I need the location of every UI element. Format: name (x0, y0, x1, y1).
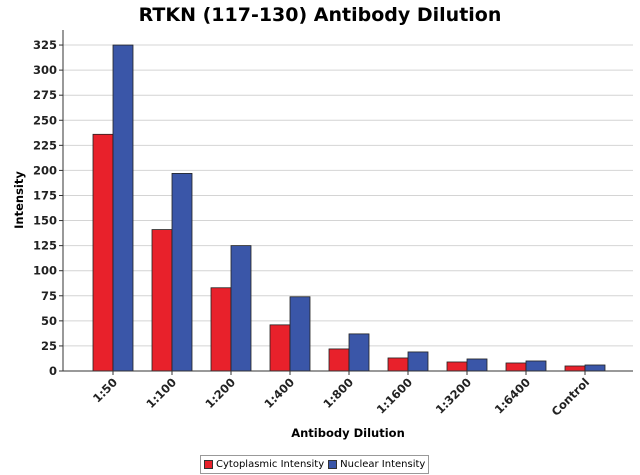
legend-item-cytoplasmic: Cytoplasmic Intensity (204, 459, 324, 470)
y-tick-label-275: 275 (33, 88, 57, 102)
bar-nuclear-intensity-1-400 (289, 296, 311, 372)
x-tick-label-1-100: 1:100 (143, 375, 179, 411)
x-tick-label-1-200: 1:200 (202, 375, 238, 411)
y-tick-label-125: 125 (33, 239, 57, 253)
y-tick-label-175: 175 (33, 188, 57, 202)
x-tick-label-1-50: 1:50 (90, 375, 120, 405)
bar-nuclear-intensity-1-6400 (525, 360, 547, 372)
legend-swatch-cytoplasmic (204, 460, 213, 469)
bar-cytoplasmic-intensity-1-3200 (446, 361, 468, 372)
bar-cytoplasmic-intensity-1-50 (92, 133, 114, 372)
bar-nuclear-intensity-1-50 (112, 44, 134, 372)
x-tick-label-control: Control (549, 375, 593, 419)
gridlines (63, 44, 633, 347)
bar-cytoplasmic-intensity-1-100 (151, 229, 173, 372)
bar-nuclear-intensity-1-800 (348, 333, 370, 372)
y-tick-label-25: 25 (41, 339, 57, 353)
legend-label-cytoplasmic: Cytoplasmic Intensity (216, 459, 325, 470)
y-tick-label-100: 100 (33, 264, 57, 278)
bar-cytoplasmic-intensity-1-1600 (387, 357, 409, 372)
bar-cytoplasmic-intensity-control (564, 365, 586, 372)
chart-title: RTKN (117-130) Antibody Dilution (138, 4, 502, 26)
y-tick-label-50: 50 (41, 314, 57, 328)
y-tick-label-250: 250 (33, 113, 57, 127)
y-tick-label-150: 150 (33, 214, 57, 228)
y-tick-label-0: 0 (49, 364, 57, 378)
legend: Cytoplasmic Intensity Nuclear Intensity (200, 455, 430, 474)
bar-cytoplasmic-intensity-1-400 (269, 324, 291, 372)
bar-nuclear-intensity-1-100 (171, 173, 193, 372)
legend-swatch-nuclear (328, 460, 338, 469)
bar-nuclear-intensity-1-200 (230, 245, 252, 372)
y-tick-label-225: 225 (33, 138, 57, 152)
axes (62, 30, 633, 372)
legend-item-nuclear: Nuclear Intensity (328, 459, 425, 470)
bar-nuclear-intensity-1-1600 (407, 351, 429, 372)
y-tick-label-200: 200 (33, 163, 57, 177)
bar-cytoplasmic-intensity-1-200 (210, 287, 232, 372)
x-tick-label-1-1600: 1:1600 (374, 375, 415, 416)
x-tick-label-1-6400: 1:6400 (492, 375, 533, 416)
y-axis-title: Intensity (12, 171, 26, 229)
x-tick-label-1-400: 1:400 (261, 375, 297, 411)
bar-nuclear-intensity-control (584, 364, 606, 372)
y-axis-ticks: 0 25 50 75 100 125 150 175 200 225 250 275 300 325 (33, 38, 63, 378)
x-tick-label-1-800: 1:800 (320, 375, 356, 411)
y-tick-label-300: 300 (33, 63, 57, 77)
bar-nuclear-intensity-1-3200 (466, 358, 488, 372)
bar-cytoplasmic-intensity-1-6400 (505, 362, 527, 372)
legend-label-nuclear: Nuclear Intensity (340, 459, 426, 470)
y-tick-label-325: 325 (33, 38, 57, 52)
x-tick-label-1-3200: 1:3200 (433, 375, 474, 416)
x-axis-title: Antibody Dilution (291, 426, 405, 440)
bar-cytoplasmic-intensity-1-800 (328, 348, 350, 372)
bars (92, 44, 606, 372)
x-axis-ticks: 1:50 1:100 1:200 1:400 1:800 1:1600 1:3200 1:64… (90, 371, 592, 419)
y-tick-label-75: 75 (41, 289, 57, 303)
